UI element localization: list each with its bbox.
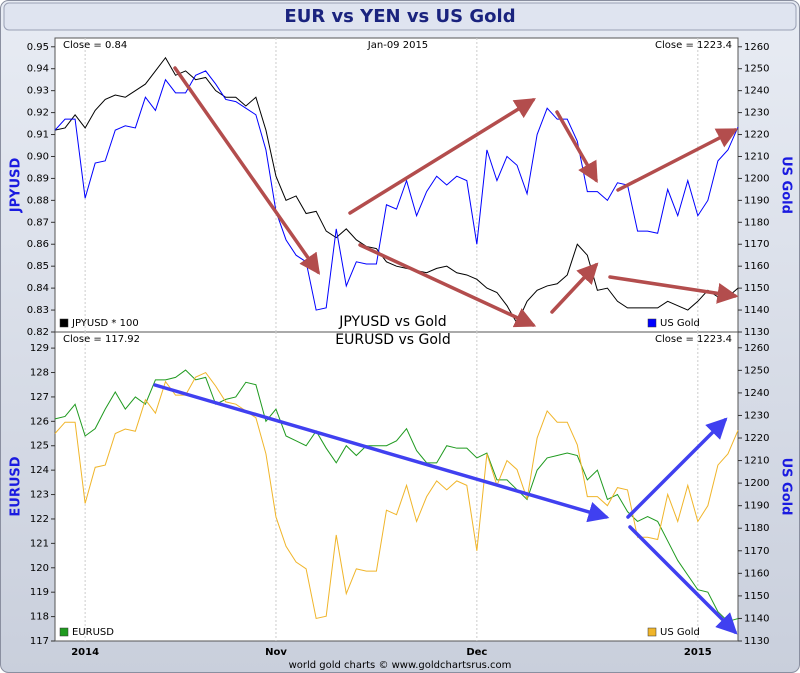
y-tick-label: 0.87 <box>27 217 49 228</box>
y2-tick-label: 1160 <box>744 261 769 272</box>
y2-tick-label: 1240 <box>744 388 769 399</box>
legend-swatch <box>59 627 69 637</box>
y2-tick-label: 1220 <box>744 130 769 141</box>
y-axis-title: JPYUSD <box>9 158 24 214</box>
annotation: Close = 1223.4 <box>655 40 732 51</box>
y-tick-label: 122 <box>30 514 49 525</box>
y2-tick-label: 1250 <box>744 365 769 376</box>
y-tick-label: 129 <box>30 343 49 354</box>
y-tick-label: 0.92 <box>27 108 49 119</box>
y-tick-label: 123 <box>30 490 49 501</box>
x-tick-label: Nov <box>265 647 287 658</box>
y2-tick-label: 1170 <box>744 546 769 557</box>
y-tick-label: 0.85 <box>27 261 49 272</box>
series-line <box>54 369 739 623</box>
x-tick-label: 2014 <box>71 647 99 658</box>
y2-tick-label: 1210 <box>744 151 769 162</box>
legend-swatch <box>647 627 657 637</box>
y2-tick-label: 1230 <box>744 108 769 119</box>
arrow <box>626 417 728 519</box>
y2-tick-label: 1200 <box>744 478 769 489</box>
y-tick-label: 124 <box>30 465 49 476</box>
y-tick-label: 125 <box>30 441 49 452</box>
legend-label: EURUSD <box>72 627 114 638</box>
y2-tick-label: 1140 <box>744 613 769 624</box>
legend-label: JPYUSD * 100 <box>71 318 139 329</box>
arrows <box>153 66 739 635</box>
annotation: Close = 0.84 <box>63 40 127 51</box>
y-tick-label: 121 <box>30 538 49 549</box>
annotation: Jan-09 2015 <box>367 40 428 51</box>
y-tick-label: 126 <box>30 416 49 427</box>
y2-tick-label: 1240 <box>744 86 769 97</box>
series-line <box>54 56 739 325</box>
y-tick-label: 128 <box>30 368 49 379</box>
legend-swatch <box>647 318 657 328</box>
y-tick-label: 0.82 <box>27 327 49 338</box>
legend-label: US Gold <box>660 627 700 638</box>
y2-tick-label: 1150 <box>744 591 769 602</box>
panel-bottom <box>54 331 739 642</box>
y2-tick-label: 1150 <box>744 283 769 294</box>
title-bar <box>3 2 797 31</box>
y2-tick-label: 1130 <box>744 327 769 338</box>
arrow <box>358 243 537 328</box>
x-tick-label: Dec <box>466 647 487 658</box>
legend-label: US Gold <box>660 318 700 329</box>
y-tick-label: 0.95 <box>27 42 49 53</box>
y-tick-label: 0.94 <box>27 64 49 75</box>
legend-swatch <box>59 318 69 328</box>
arrow <box>555 110 598 184</box>
y2-tick-label: 1170 <box>744 239 769 250</box>
y-tick-label: 118 <box>30 612 49 623</box>
y2-tick-label: 1210 <box>744 456 769 467</box>
arrow <box>616 128 739 192</box>
y-tick-label: 119 <box>30 587 49 598</box>
y-tick-label: 0.83 <box>27 305 49 316</box>
arrow <box>608 275 739 304</box>
source: world gold charts © www.goldchartsrus.co… <box>289 660 512 671</box>
y2-tick-label: 1180 <box>744 523 769 534</box>
y-tick-label: 0.90 <box>27 151 49 162</box>
y2-axis-title: US Gold <box>779 458 794 516</box>
panel-title: EURUSD vs Gold <box>335 332 450 348</box>
y-tick-label: 127 <box>30 392 49 403</box>
y2-axis-title: US Gold <box>779 156 794 214</box>
y-tick-label: 120 <box>30 563 49 574</box>
y2-tick-label: 1180 <box>744 217 769 228</box>
arrow <box>173 66 321 275</box>
y-tick-label: 117 <box>30 636 49 647</box>
y2-tick-label: 1160 <box>744 568 769 579</box>
arrow <box>153 383 610 523</box>
y2-tick-label: 1250 <box>744 64 769 75</box>
series-line <box>54 371 739 620</box>
y-tick-label: 0.84 <box>27 283 49 294</box>
y-tick-label: 0.89 <box>27 173 49 184</box>
y2-tick-label: 1260 <box>744 343 769 354</box>
y2-tick-label: 1220 <box>744 433 769 444</box>
y2-tick-label: 1190 <box>744 501 769 512</box>
y-axis-title: EURUSD <box>9 456 24 516</box>
annotation: Close = 117.92 <box>63 334 140 345</box>
y-tick-label: 0.86 <box>27 239 49 250</box>
y2-tick-label: 1200 <box>744 173 769 184</box>
y2-tick-label: 1260 <box>744 42 769 53</box>
y2-tick-label: 1130 <box>744 636 769 647</box>
y2-tick-label: 1140 <box>744 305 769 316</box>
series-line <box>54 70 739 311</box>
y-tick-label: 0.93 <box>27 86 49 97</box>
annotation: Close = 1223.4 <box>655 334 732 345</box>
plot: 2014 Nov Dec 2015 0.82 0.83 0.84 0.85 0.86 0.87 0.… <box>9 38 794 658</box>
y-tick-label: 0.88 <box>27 195 49 206</box>
arrow <box>628 525 738 635</box>
panel-title: JPYUSD vs Gold <box>338 314 446 330</box>
page-title: EUR vs YEN vs US Gold <box>284 6 515 27</box>
arrow <box>348 98 536 215</box>
x-tick-label: 2015 <box>684 647 712 658</box>
y-tick-label: 0.91 <box>27 130 49 141</box>
y2-tick-label: 1230 <box>744 410 769 421</box>
y2-tick-label: 1190 <box>744 195 769 206</box>
arrow <box>550 262 599 314</box>
